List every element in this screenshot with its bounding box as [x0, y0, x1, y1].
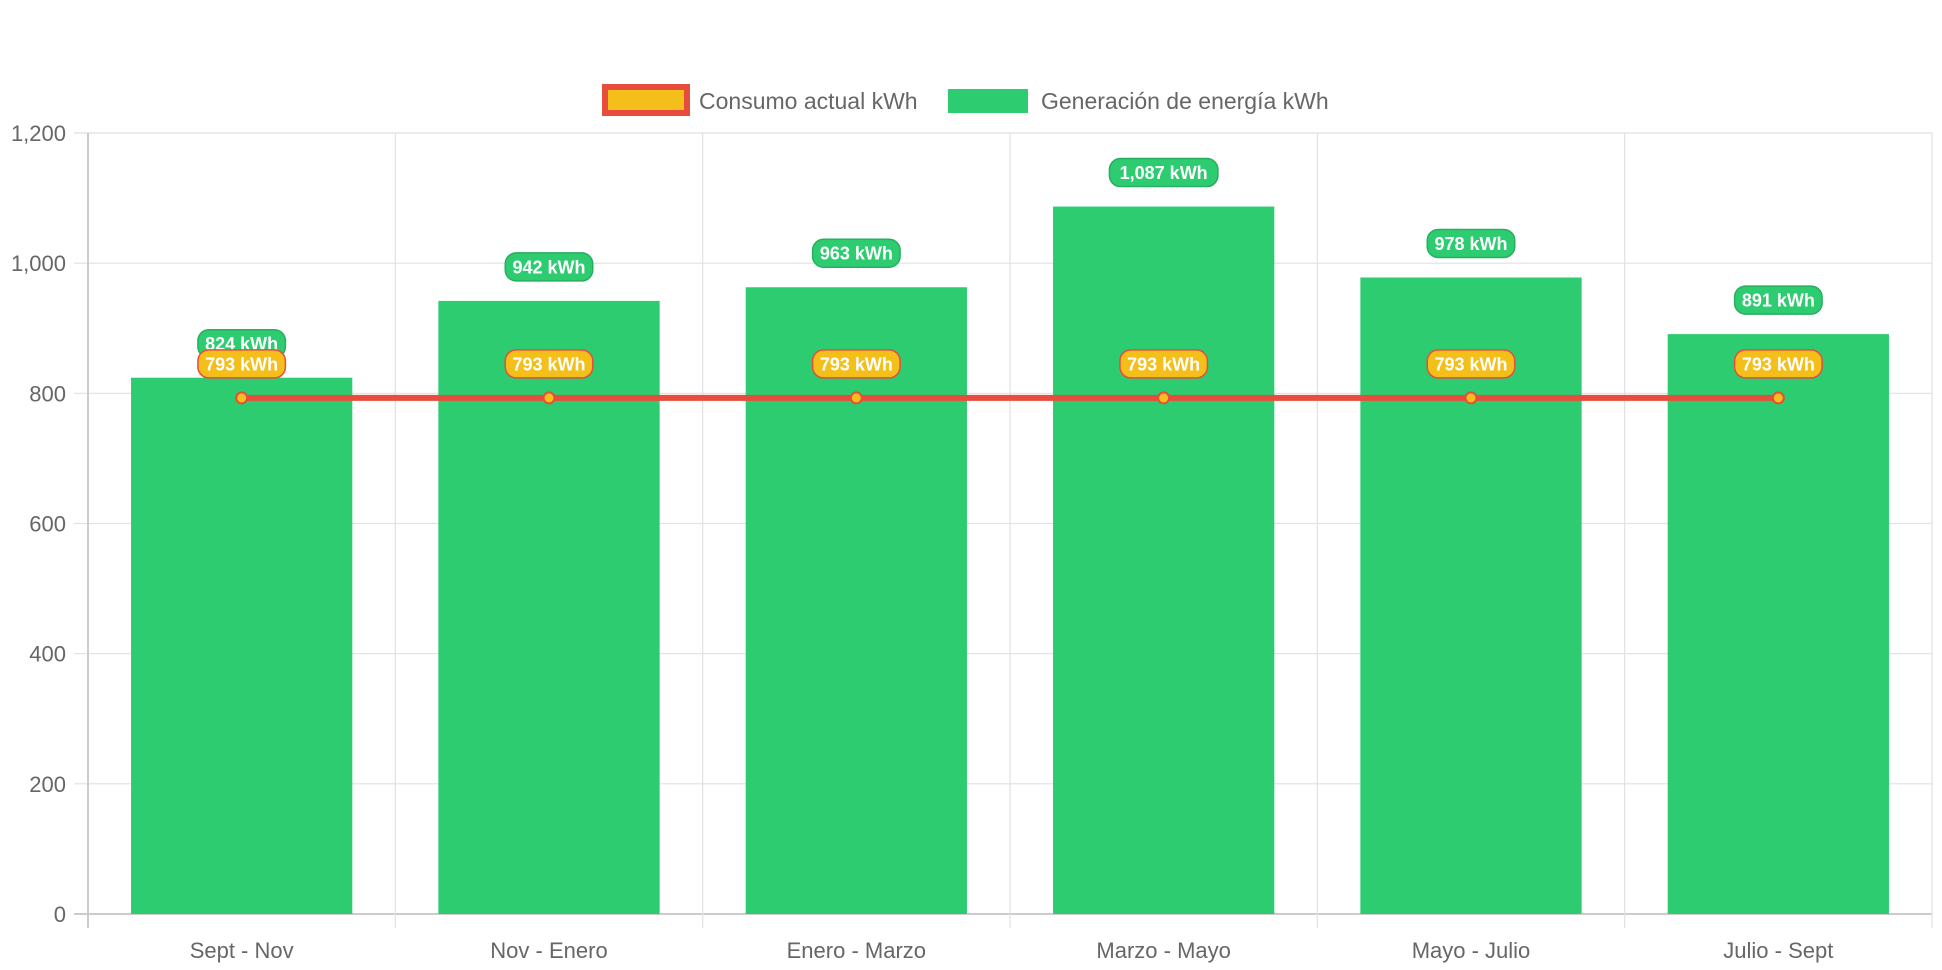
legend-label-generacion: Generación de energía kWh	[1041, 88, 1329, 114]
legend[interactable]: Consumo actual kWh Generación de energía…	[602, 84, 1329, 116]
bar	[1053, 206, 1275, 914]
line-data-label: 793 kWh	[1434, 354, 1507, 374]
line-data-label-badge	[504, 349, 594, 379]
line-data-label-badge	[811, 349, 901, 379]
line-data-label: 793 kWh	[820, 354, 893, 374]
bar-data-label-badge	[1108, 157, 1219, 188]
line-point	[1157, 391, 1171, 405]
y-tick-label: 600	[29, 512, 66, 537]
line-point	[849, 391, 863, 405]
bar-data-label: 963 kWh	[820, 244, 893, 264]
bar-data-label-badge	[1733, 285, 1823, 315]
bar-data-label-badge	[1426, 228, 1516, 259]
y-tick-label: 400	[29, 642, 66, 667]
line-data-label-badge	[197, 349, 287, 379]
axes: 0 200 400 600 800 1,000 1,200 Sept - Nov Nov - E…	[11, 121, 1833, 963]
bar-data-label: 891 kWh	[1742, 291, 1815, 311]
y-tick-label: 800	[29, 381, 66, 406]
y-tick-label: 1,000	[11, 251, 66, 276]
bar	[131, 377, 353, 914]
bar-series	[131, 206, 1889, 914]
bar	[1360, 277, 1582, 914]
x-tick-label: Julio - Sept	[1723, 938, 1833, 963]
bar-data-label: 978 kWh	[1434, 234, 1507, 254]
line-point	[235, 391, 249, 405]
bar-data-label-badge	[504, 252, 594, 282]
line-data-label: 793 kWh	[205, 354, 278, 374]
grid	[74, 132, 1933, 928]
y-tick-label: 1,200	[11, 121, 66, 146]
legend-label-consumo: Consumo actual kWh	[699, 88, 918, 114]
line-point	[1771, 391, 1785, 405]
line-data-label: 793 kWh	[1127, 354, 1200, 374]
line-point	[1464, 391, 1478, 405]
bar	[745, 287, 967, 914]
x-tick-label: Marzo - Mayo	[1096, 938, 1230, 963]
bar	[1667, 334, 1889, 914]
legend-swatch-generacion	[948, 89, 1028, 113]
x-tick-label: Sept - Nov	[190, 938, 294, 963]
legend-item-consumo[interactable]: Consumo actual kWh	[602, 84, 918, 116]
y-tick-label: 200	[29, 772, 66, 797]
y-tick-label: 0	[54, 902, 66, 927]
bar-data-label-badge	[811, 238, 901, 268]
legend-swatch-consumo	[602, 84, 690, 116]
bar-data-label: 1,087 kWh	[1120, 163, 1208, 183]
line-data-label-badge	[1733, 349, 1823, 379]
line-data-label-badge	[1426, 349, 1516, 379]
x-tick-label: Nov - Enero	[490, 938, 607, 963]
line-series	[235, 391, 1785, 405]
x-tick-label: Mayo - Julio	[1412, 938, 1531, 963]
bar-data-label: 942 kWh	[512, 257, 585, 277]
line-point	[542, 391, 556, 405]
line-data-label-badge	[1119, 349, 1209, 379]
x-tick-label: Enero - Marzo	[787, 938, 926, 963]
line-data-label: 793 kWh	[512, 354, 585, 374]
legend-item-generacion[interactable]: Generación de energía kWh	[948, 88, 1329, 114]
line-data-label: 793 kWh	[1742, 354, 1815, 374]
